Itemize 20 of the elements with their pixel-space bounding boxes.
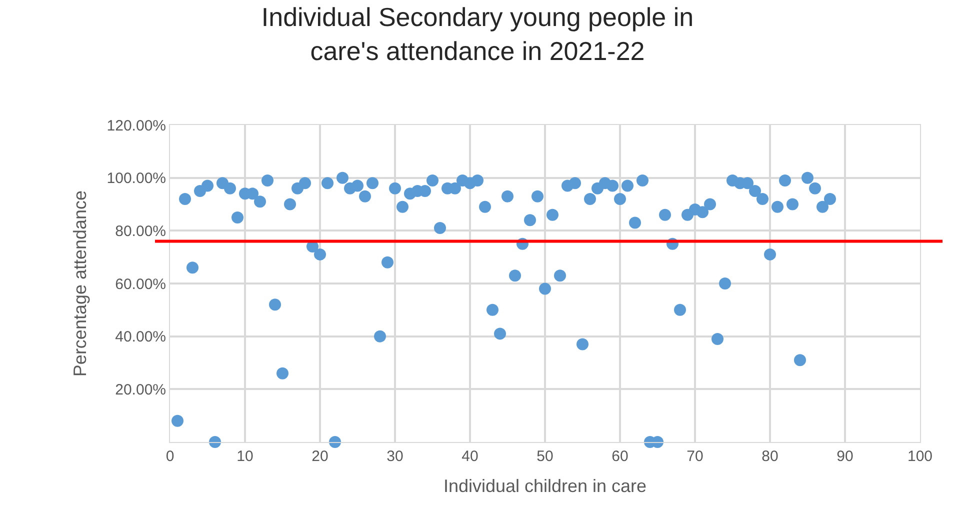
x-tick-label: 70 — [686, 448, 704, 465]
y-tick-label: 120.00% — [106, 117, 166, 134]
x-tick-label: 50 — [536, 448, 554, 465]
y-tick-label: 100.00% — [106, 170, 166, 188]
x-tick-label: 10 — [236, 448, 254, 465]
x-tick-label: 90 — [836, 448, 854, 465]
chart-title: Individual Secondary young people in care's attendance in 2021-22 — [261, 2, 694, 66]
x-tick-label: 60 — [612, 448, 628, 465]
x-axis-title: Individual children in care — [443, 476, 647, 496]
x-tick-label: 30 — [386, 448, 404, 465]
y-tick-label: 40.00% — [115, 328, 166, 346]
x-tick-label: 100 — [907, 448, 933, 465]
x-tick-label: 80 — [762, 448, 778, 465]
y-tick-label: 80.00% — [115, 222, 166, 240]
x-tick-label: 40 — [462, 448, 478, 465]
y-tick-label: 20.00% — [115, 381, 166, 398]
x-tick-label: 0 — [166, 448, 174, 465]
x-tick-label: 20 — [312, 448, 328, 465]
y-axis-title: Percentage attendance — [70, 190, 90, 377]
y-tick-label: 60.00% — [115, 276, 166, 293]
